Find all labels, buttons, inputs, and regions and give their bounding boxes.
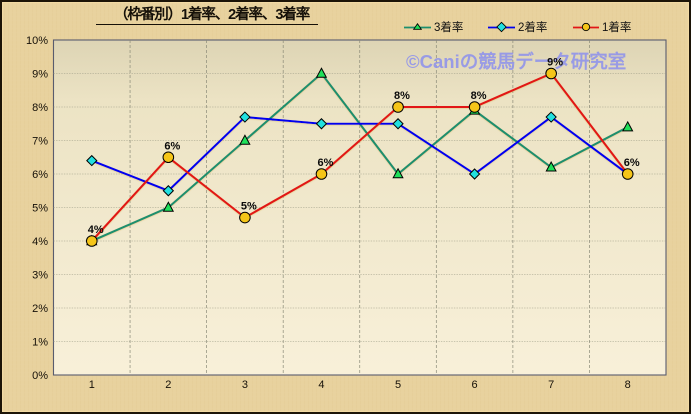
- svg-text:3%: 3%: [32, 270, 48, 282]
- svg-text:4%: 4%: [32, 236, 48, 248]
- svg-text:2%: 2%: [32, 303, 48, 315]
- svg-text:2: 2: [165, 379, 171, 391]
- svg-text:5%: 5%: [241, 201, 257, 213]
- svg-text:9%: 9%: [547, 57, 563, 69]
- svg-text:1: 1: [89, 379, 95, 391]
- svg-text:3: 3: [242, 379, 248, 391]
- svg-text:10%: 10%: [26, 35, 48, 47]
- svg-text:4%: 4%: [88, 224, 104, 236]
- svg-text:7%: 7%: [32, 136, 48, 148]
- svg-text:1%: 1%: [32, 337, 48, 349]
- svg-text:8: 8: [625, 379, 631, 391]
- svg-text:4: 4: [318, 379, 324, 391]
- svg-text:（枠番別）1着率、2着率、3着率: （枠番別）1着率、2着率、3着率: [114, 5, 311, 23]
- svg-text:6%: 6%: [624, 157, 640, 169]
- svg-text:6%: 6%: [317, 157, 333, 169]
- svg-text:5: 5: [395, 379, 401, 391]
- svg-text:2着率: 2着率: [518, 20, 547, 34]
- svg-text:0%: 0%: [32, 370, 48, 382]
- svg-text:1着率: 1着率: [602, 20, 631, 34]
- svg-text:6%: 6%: [164, 140, 180, 152]
- svg-text:6: 6: [472, 379, 478, 391]
- svg-text:6%: 6%: [32, 169, 48, 181]
- svg-text:7: 7: [548, 379, 554, 391]
- svg-text:5%: 5%: [32, 203, 48, 215]
- svg-text:©Caniの競馬データ研究室: ©Caniの競馬データ研究室: [406, 51, 626, 72]
- svg-text:8%: 8%: [32, 102, 48, 114]
- svg-text:8%: 8%: [394, 90, 410, 102]
- svg-text:3着率: 3着率: [434, 20, 463, 34]
- svg-text:8%: 8%: [471, 90, 487, 102]
- svg-text:9%: 9%: [32, 69, 48, 81]
